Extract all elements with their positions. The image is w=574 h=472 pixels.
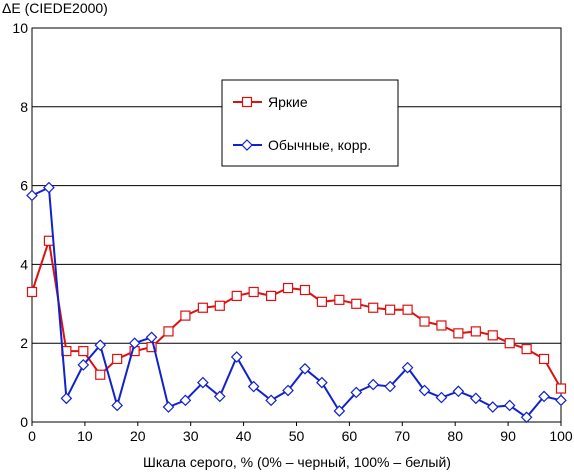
series-layer: [26, 181, 567, 424]
data-point: [316, 296, 327, 307]
data-point: [128, 337, 141, 350]
data-point: [95, 369, 106, 380]
x-tick-label: 50: [289, 428, 305, 444]
data-point: [179, 394, 192, 407]
data-point: [163, 326, 174, 337]
x-tick-label: 30: [183, 428, 199, 444]
data-point: [282, 384, 294, 397]
data-point: [265, 394, 277, 407]
data-point: [77, 359, 90, 371]
x-tick-label: 90: [500, 428, 516, 444]
data-point: [162, 401, 175, 413]
legend-label: Яркие: [268, 94, 308, 110]
data-point: [241, 139, 253, 151]
series-line: [31, 240, 562, 389]
data-point: [197, 376, 209, 389]
x-tick-label: 100: [549, 428, 573, 444]
data-point: [111, 399, 124, 412]
data-point: [350, 386, 363, 399]
data-point: [436, 320, 447, 331]
data-point: [555, 383, 567, 394]
data-point: [197, 302, 208, 313]
series-2: [26, 181, 567, 424]
x-tick-label: 20: [130, 428, 146, 444]
data-point: [112, 353, 123, 365]
data-point: [145, 331, 158, 344]
data-point: [367, 378, 380, 391]
legend-box: [221, 79, 399, 167]
data-point: [470, 326, 481, 337]
data-point: [299, 362, 311, 375]
data-point: [368, 302, 379, 313]
y-tick-label: 4: [20, 256, 28, 272]
data-point: [487, 330, 498, 341]
x-tick-label: 60: [342, 428, 358, 444]
y-tick-labels: 0 2 4 6 8 10: [12, 20, 28, 430]
data-point: [538, 390, 550, 403]
data-point: [385, 304, 396, 315]
x-tick-label: 40: [236, 428, 252, 444]
data-point: [26, 189, 38, 202]
y-tick-label: 8: [20, 99, 28, 115]
legend-label: Обычные, корр.: [268, 137, 371, 153]
data-point: [520, 411, 533, 424]
data-point: [384, 380, 396, 393]
y-tick-label: 2: [20, 335, 28, 351]
data-point: [333, 405, 346, 417]
data-point: [94, 339, 107, 352]
data-point: [316, 376, 328, 389]
data-point: [26, 286, 38, 298]
legend-item: Обычные, корр.: [233, 137, 371, 153]
data-point: [401, 361, 414, 374]
data-point: [503, 399, 516, 412]
x-axis-label: Шкала серого, % (0% – черный, 100% – бел…: [143, 454, 451, 470]
data-point: [419, 316, 430, 327]
x-tick-label: 10: [77, 428, 93, 444]
data-point: [521, 344, 532, 355]
data-point: [418, 384, 431, 397]
chart-title: ΔE (CIEDE2000): [2, 0, 108, 16]
data-point: [469, 392, 482, 405]
legend-item: Яркие: [233, 94, 308, 110]
x-tick-label: 70: [395, 428, 411, 444]
data-point: [247, 380, 260, 393]
data-point: [78, 345, 89, 357]
data-point: [299, 284, 311, 296]
data-point: [231, 290, 242, 302]
data-point: [282, 282, 294, 294]
y-tick-label: 10: [12, 20, 28, 36]
data-point: [180, 310, 191, 321]
data-point: [248, 286, 259, 298]
legend: Яркие Обычные, корр.: [221, 79, 399, 167]
data-point: [402, 304, 413, 315]
x-tick-label: 0: [28, 428, 36, 444]
data-point: [230, 351, 243, 363]
data-point: [334, 294, 345, 305]
data-point: [266, 290, 277, 302]
data-point: [60, 392, 73, 405]
data-point: [486, 401, 499, 413]
series-1: [26, 235, 567, 394]
data-point: [351, 298, 362, 309]
data-point: [241, 96, 253, 108]
data-point: [555, 394, 567, 407]
x-tick-label: 80: [447, 428, 463, 444]
data-point: [213, 390, 226, 403]
y-tick-label: 0: [20, 414, 28, 430]
data-point: [504, 338, 515, 349]
y-tick-label: 6: [20, 178, 28, 194]
data-point: [538, 353, 550, 365]
x-tick-labels: 0 10 20 30 40 50 60 70 80 90 100: [28, 422, 573, 444]
data-point: [214, 300, 225, 311]
data-point: [453, 328, 464, 339]
data-point: [43, 181, 55, 194]
data-point: [452, 385, 465, 398]
data-point: [435, 391, 448, 404]
series-line: [31, 186, 562, 419]
